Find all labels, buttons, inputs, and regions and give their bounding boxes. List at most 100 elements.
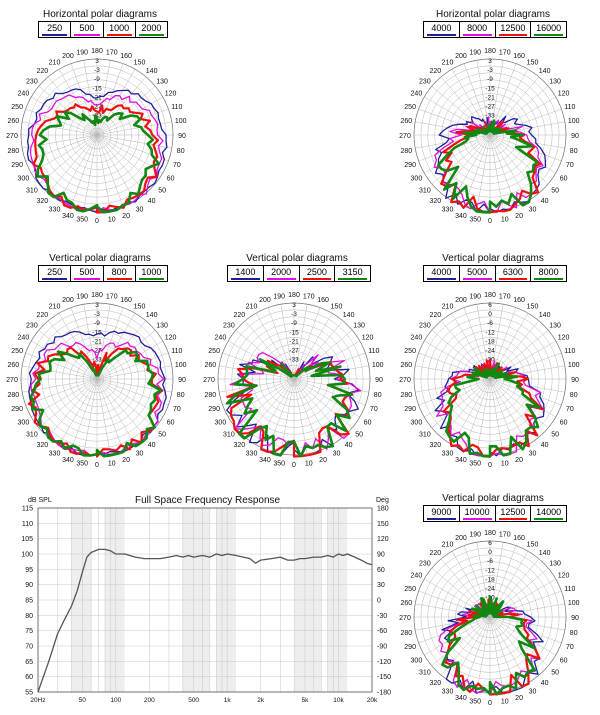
angle-label: 20 (122, 457, 130, 464)
angle-label: 340 (455, 213, 467, 220)
angle-label: 20 (319, 457, 327, 464)
angle-label: 290 (404, 644, 416, 651)
angle-label: 180 (484, 530, 496, 537)
fr-series-response (37, 548, 373, 693)
angle-label: 250 (208, 348, 220, 355)
angle-label: 180 (484, 48, 496, 55)
legend-entry: 500 (70, 22, 102, 37)
angle-label: 280 (7, 392, 19, 399)
polar-plot: 0 102030405060708090100110120130140150160… (399, 530, 579, 707)
db-label: -24 (485, 348, 495, 355)
polar-chart-horizontal-low: Horizontal polar diagrams 250 500 1000 2000… (0, 0, 200, 230)
polar-spoke (96, 134, 111, 210)
angle-label: 270 (6, 133, 18, 140)
angle-label: 60 (560, 658, 568, 665)
polar-spoke (96, 378, 169, 406)
fr-ytick: 115 (22, 506, 33, 513)
angle-label: 300 (411, 176, 423, 183)
fr-xtick: 20k (367, 697, 378, 704)
db-label: -3 (291, 311, 297, 318)
angle-label: 70 (566, 406, 574, 413)
angle-label: 200 (455, 535, 467, 542)
angle-label: 10 (501, 699, 509, 706)
angle-label: 0 (488, 462, 492, 469)
polar-spoke (440, 76, 491, 136)
angle-label: 170 (499, 49, 511, 56)
fr-xtick: 2k (257, 697, 265, 704)
angle-label: 290 (404, 406, 416, 413)
angle-label: 130 (549, 78, 561, 85)
angle-label: 170 (303, 293, 315, 300)
polar-spoke (280, 304, 295, 380)
db-label: -3 (94, 67, 100, 74)
fr-y2tick: -30 (377, 613, 387, 620)
polar-spoke (489, 616, 529, 683)
fr-ytick: 90 (25, 582, 33, 589)
angle-label: 350 (76, 461, 88, 468)
angle-label: 10 (108, 217, 116, 224)
db-label: -15 (92, 329, 102, 336)
fr-ytick: 80 (25, 613, 33, 620)
angle-label: 0 (488, 218, 492, 225)
angle-label: 90 (571, 377, 579, 384)
angle-label: 40 (541, 198, 549, 205)
fr-xtick: 100 (110, 697, 121, 704)
db-label: -6 (487, 558, 493, 565)
fr-y2tick: 150 (377, 521, 389, 528)
polar-spoke (489, 616, 504, 692)
polar-spoke (47, 76, 98, 136)
legend-label: 250 (47, 23, 63, 33)
polar-spoke (58, 134, 98, 201)
angle-label: 30 (333, 451, 341, 458)
legend: 250 500 1000 2000 (38, 21, 168, 38)
db-label: -27 (92, 104, 102, 111)
angle-label: 50 (551, 188, 559, 195)
angle-label: 60 (167, 420, 175, 427)
legend-swatch (338, 278, 367, 280)
polar-spoke (293, 378, 308, 454)
angle-label: 350 (469, 699, 481, 706)
angle-label: 330 (442, 207, 454, 214)
angle-label: 210 (246, 303, 258, 310)
legend-swatch (462, 34, 492, 36)
fr-grid (37, 507, 373, 693)
polar-spoke (222, 352, 295, 380)
polar-spoke (70, 134, 98, 207)
angle-label: 60 (364, 420, 372, 427)
legend-label: 16000 (536, 23, 562, 33)
angle-label: 210 (442, 303, 454, 310)
legend-entry: 800 (102, 266, 135, 281)
angle-label: 240 (411, 335, 423, 342)
db-label: 6 (488, 302, 492, 309)
angle-label: 300 (411, 420, 423, 427)
legend-label: 500 (79, 23, 95, 33)
fr-y2tick: -90 (377, 644, 387, 651)
legend-label: 250 (47, 267, 63, 277)
polar-spoke (96, 378, 136, 445)
angle-label: 20 (515, 695, 523, 702)
fr-xtick: 10k (333, 697, 344, 704)
db-label: 0 (488, 311, 492, 318)
angle-label: 70 (173, 406, 181, 413)
legend-entry: 1400 (228, 266, 263, 281)
angle-label: 220 (37, 312, 49, 319)
angle-label: 40 (148, 442, 156, 449)
angle-label: 200 (455, 297, 467, 304)
fr-ylabel: dB SPL (28, 497, 52, 504)
angle-label: 230 (419, 78, 431, 85)
chart-title: Vertical polar diagrams (49, 253, 151, 264)
angle-label: 300 (18, 420, 30, 427)
angle-label: 50 (551, 670, 559, 677)
legend-swatch (427, 518, 456, 520)
angle-label: 220 (234, 312, 246, 319)
angle-label: 210 (442, 59, 454, 66)
legend-entry: 4000 (424, 22, 459, 37)
angle-label: 40 (541, 680, 549, 687)
legend-label: 2000 (271, 267, 292, 277)
angle-label: 330 (49, 207, 61, 214)
angle-label: 30 (529, 451, 537, 458)
angle-label: 190 (76, 293, 88, 300)
polar-spoke (96, 340, 163, 380)
db-label: -27 (92, 348, 102, 355)
fr-xtick: 500 (188, 697, 199, 704)
